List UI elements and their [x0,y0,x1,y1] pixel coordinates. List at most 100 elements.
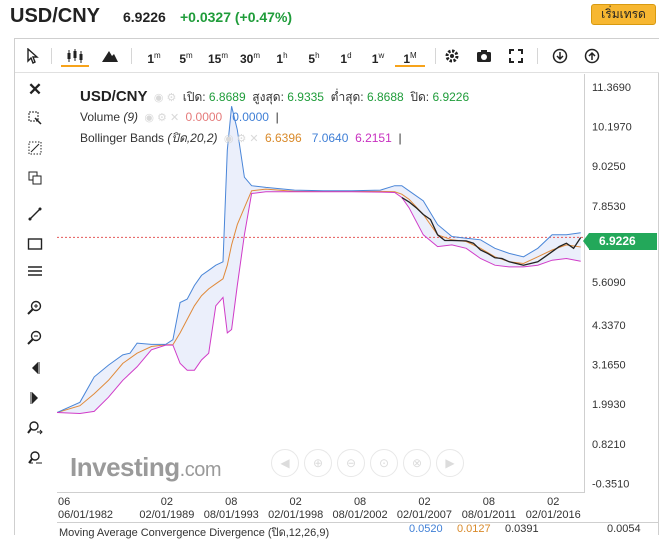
interval-1d[interactable]: 1d [340,51,352,66]
legend-bb-mid: 6.6396 [264,131,302,145]
chart-toolbar: 1m 5m 15m 30m 1h 5h 1d 1w 1M [15,39,659,73]
legend-high: 6.9335 [287,90,324,104]
interval-1h[interactable]: 1h [276,51,288,66]
y-tick-label: 0.8210 [592,439,626,451]
legend-symbol: USD/CNY [80,88,148,105]
y-tick-label: 7.8530 [592,201,626,213]
legend-volume-value-1: 0.0000 [185,110,223,124]
y-tick-label: 3.1650 [592,360,626,372]
download-icon[interactable] [549,45,571,67]
cursor-icon[interactable] [23,45,43,67]
nav-zoom-out-icon[interactable]: ⊖ [337,449,365,477]
x-tick-top: 08 [354,496,366,508]
interval-1w[interactable]: 1w [371,51,385,66]
legend-close: 6.9226 [432,90,470,104]
legend-high-label: สูงสุด: [252,90,284,104]
nav-scroll-right-icon[interactable]: ▶ [436,449,464,477]
nav-zoom-area-icon[interactable]: ⊗ [403,449,431,477]
x-tick-top: 02 [290,496,302,508]
macd-value-3: 0.0391 [505,523,539,535]
y-tick-label: 5.6090 [592,277,626,289]
zoom-out-icon[interactable] [25,330,45,350]
legend-volume-label: Volume [80,110,121,124]
interval-5m[interactable]: 5m [179,51,193,66]
legend-visibility-icons[interactable]: ◉ ⚙ [153,92,177,104]
mountain-icon[interactable] [99,45,121,67]
reset-zoom-icon[interactable] [25,450,45,470]
macd-value-2: 0.0127 [457,523,491,535]
trend-tools-icon[interactable] [25,140,45,160]
camera-icon[interactable] [473,45,495,67]
interval-5h[interactable]: 5h [308,51,320,66]
y-tick-label: 4.3370 [592,320,626,332]
macd-value-1: 0.0520 [409,523,443,535]
rectangle-tool-icon[interactable] [25,236,45,256]
drawing-tools: ✕ [15,74,55,494]
zoom-area-icon[interactable] [25,420,45,440]
line-tool-icon[interactable] [25,206,45,226]
investing-logo: Investing.com [70,452,221,482]
zoom-in-icon[interactable] [25,300,45,320]
macd-label: Moving Average Convergence Divergence (ป… [59,527,330,539]
time-axis[interactable]: 06 06/01/1982 02 02/01/1989 08 08/01/1993 02 02… [57,492,585,522]
price-axis-labels: 11.3690 10.1970 9.0250 7.8530 5.6090 4.3370 3.… [592,82,632,491]
x-tick-bottom: 08/01/2002 [333,509,388,521]
price-line [401,196,582,266]
x-tick-bottom: 08/01/2011 [462,509,516,521]
scroll-right-icon[interactable] [25,390,45,410]
crosshair-cursor-icon[interactable] [25,110,45,130]
interval-30m[interactable]: 30m [239,51,261,66]
legend-open-label: เปิด: [182,90,206,104]
gear-icon[interactable] [441,45,463,67]
x-tick-bottom: 02/01/1989 [139,509,194,521]
legend-low-label: ต่ำสุด: [330,90,364,104]
bb-visibility-icons[interactable]: ◉ ⚙ ✕ [223,133,259,145]
bollinger-band-fill [57,106,581,414]
time-axis-labels: 0606/01/19820202/01/19890808/01/19930202… [58,496,581,521]
upload-icon[interactable] [581,45,603,67]
legend-bb-upper: 7.0640 [311,131,349,145]
scroll-left-icon[interactable] [25,360,45,380]
interval-1M[interactable]: 1M [395,45,425,67]
y-tick-label: 10.1970 [592,122,632,134]
bollinger-lower-line [57,191,581,415]
legend-bb-label: Bollinger Bands [80,131,165,145]
last-price: 6.9226 [123,9,166,25]
nav-scroll-left-icon[interactable]: ◀ [271,449,299,477]
legend-volume-value-2: 0.0000 [232,110,269,124]
price-change: +0.0327 (+0.47%) [180,9,293,25]
nav-zoom-in-icon[interactable]: ⊕ [304,449,332,477]
interval-15m[interactable]: 15m [207,51,229,66]
x-tick-bottom: 06/01/1982 [58,509,113,521]
legend-open: 6.8689 [208,90,246,104]
clone-icon[interactable] [25,170,45,190]
y-tick-label: 9.0250 [592,161,626,173]
price-chart[interactable] [57,74,585,492]
x-tick-top: 06 [58,496,70,508]
x-tick-top: 02 [547,496,559,508]
chart-canvas [57,106,585,415]
interval-1m[interactable]: 1m [147,51,161,66]
legend-bb-lower: 6.2151 [355,131,392,145]
start-trading-button[interactable]: เริ่มเทรด [591,4,656,25]
volume-visibility-icons[interactable]: ◉ ⚙ ✕ [144,112,180,124]
x-tick-top: 08 [483,496,495,508]
x-tick-bottom: 02/01/2007 [397,509,452,521]
x-tick-bottom: 02/01/2016 [526,509,581,521]
x-tick-bottom: 02/01/1998 [268,509,323,521]
fibonacci-tool-icon[interactable] [25,264,45,284]
y-tick-label: 1.9930 [592,399,626,411]
x-tick-top: 02 [161,496,173,508]
nav-zoom-reset-icon[interactable]: ⊙ [370,449,398,477]
candles-icon[interactable] [61,45,89,67]
price-axis[interactable]: 11.3690 10.1970 9.0250 7.8530 5.6090 4.3370 3.… [586,74,659,492]
current-price-tag: 6.9226 [583,233,657,250]
macd-axis-value: 0.0054 [607,523,641,535]
header-bar: USD/CNY 6.9226 +0.0327 (+0.47%) เริ่มเทร… [0,0,659,34]
bollinger-middle-line [57,188,581,413]
close-icon[interactable]: ✕ [27,80,43,99]
y-tick-label: 11.3690 [592,82,631,94]
bollinger-upper-line [57,106,581,413]
fullscreen-icon[interactable] [505,45,527,67]
chart-legend: USD/CNY ◉ ⚙ เปิด: 6.8689 สูงสุด: 6.9335 … [80,88,470,145]
